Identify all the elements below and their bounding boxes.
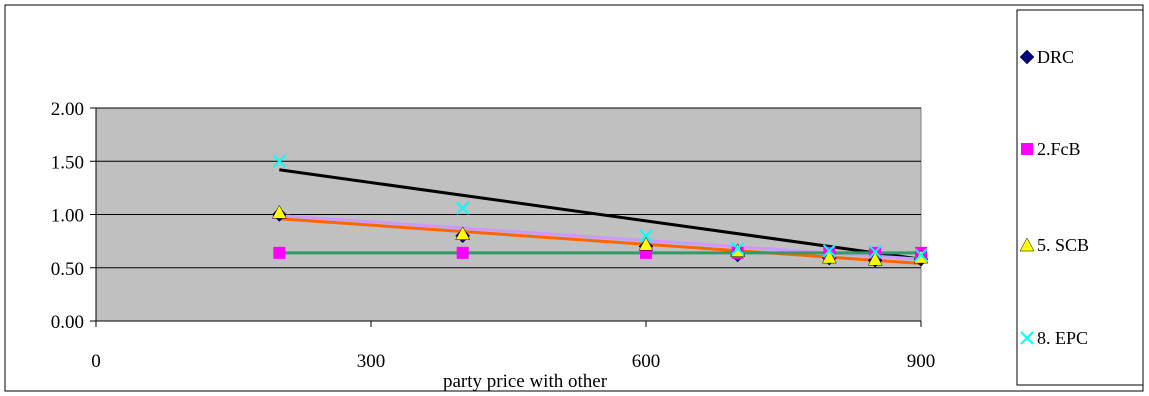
legend-entry-label: 2.FcB — [1037, 139, 1081, 159]
legend — [1016, 9, 1144, 386]
data-point-x — [272, 154, 287, 168]
y-tick-label: 2.00 — [51, 99, 84, 120]
legend-entry-label: 5. SCB — [1037, 235, 1089, 255]
y-tick-label: 1.50 — [51, 152, 84, 173]
data-point-triangle — [821, 249, 837, 264]
data-point-x — [868, 245, 882, 259]
data-point-triangle — [638, 236, 654, 251]
legend-marker-square — [1021, 143, 1033, 155]
data-point-triangle — [455, 226, 471, 240]
data-point-x — [822, 244, 837, 258]
x-tick-label: 300 — [357, 351, 386, 372]
trendline-1 — [279, 168, 922, 261]
data-point-square — [273, 246, 286, 259]
legend-marker-x — [1020, 331, 1034, 345]
legend-marker-diamond — [1019, 49, 1035, 65]
data-markers — [271, 154, 929, 268]
legend-items: DRC 2.FcB 5. SCB 8. EPC — [1019, 47, 1089, 348]
data-point-square — [456, 246, 469, 259]
legend-entry-label: DRC — [1037, 47, 1074, 67]
data-point-x — [639, 229, 653, 243]
legend-marker-triangle — [1019, 237, 1035, 252]
y-tick-label: 0.00 — [51, 312, 84, 333]
trendline-3 — [279, 217, 922, 265]
x-tick-label: 600 — [632, 351, 661, 372]
y-tick-label: 0.50 — [51, 259, 84, 280]
x-axis-label: party price with other — [443, 371, 608, 392]
x-axis: 0 300 600 900 — [91, 320, 936, 372]
data-point-x — [455, 201, 470, 215]
data-point-x — [730, 241, 745, 256]
data-point-triangle — [271, 204, 287, 219]
x-tick-label: 900 — [907, 351, 936, 372]
trendlines — [279, 168, 922, 265]
y-axis: 0.00 0.50 1.00 1.50 2.00 — [51, 99, 97, 333]
y-tick-label: 1.00 — [51, 206, 84, 227]
data-point-triangle — [867, 251, 883, 266]
x-tick-label: 0 — [91, 351, 101, 372]
data-point-x — [914, 248, 928, 262]
legend-entry-label: 8. EPC — [1037, 328, 1088, 348]
